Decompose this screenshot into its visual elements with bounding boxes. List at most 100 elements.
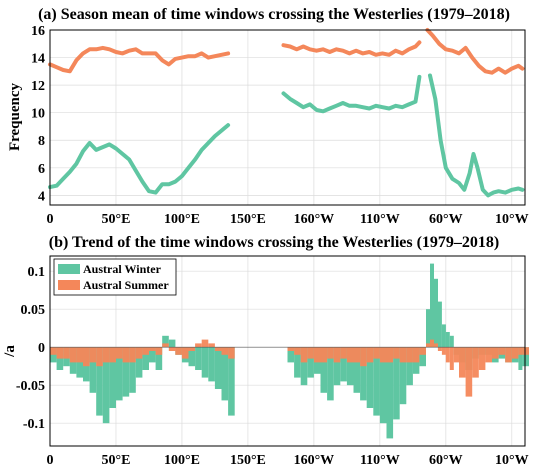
trend-bar — [472, 347, 479, 378]
trend-bar — [412, 347, 420, 363]
trend-bar — [430, 339, 434, 348]
panel-a-frame — [49, 29, 526, 206]
series-line — [428, 73, 525, 198]
trend-bar — [379, 347, 387, 363]
trend-bar — [327, 347, 334, 359]
trend-bar — [300, 347, 308, 386]
trend-bar — [406, 347, 413, 386]
trend-bar — [320, 347, 328, 363]
trend-bar — [307, 347, 314, 359]
trend-bar — [485, 347, 492, 363]
trend-bar — [287, 347, 295, 351]
panel-b-title: (b) Trend of the time windows crossing t… — [49, 234, 500, 251]
trend-bar — [346, 347, 354, 363]
trend-bar — [340, 347, 347, 359]
trend-bar — [76, 347, 83, 363]
trend-bar — [122, 347, 130, 363]
trend-bar — [129, 347, 136, 393]
trend-bar — [89, 347, 97, 393]
trend-bar — [399, 347, 407, 405]
x-tick-label: 60°W — [429, 453, 463, 468]
y-tick-label: 8 — [38, 134, 45, 149]
trend-bar — [221, 347, 229, 401]
y-tick-label: 12 — [31, 79, 45, 94]
panel-a-y-ticks: 4 6 8 10 12 14 16 — [31, 24, 45, 204]
x-tick-label: 0 — [47, 212, 54, 227]
trend-bar — [162, 343, 169, 348]
trend-bar — [228, 347, 235, 416]
trend-bar — [109, 347, 116, 363]
trend-bar — [56, 347, 64, 359]
trend-bar — [498, 347, 506, 355]
trend-bar — [313, 347, 321, 363]
trend-bar — [399, 347, 407, 363]
panel-a-title: (a) Season mean of time windows crossing… — [38, 6, 510, 23]
trend-bar — [393, 347, 400, 420]
panel-b-y-ticks: -0.1 -0.05 0 0.05 0.1 — [16, 265, 45, 432]
trend-bar — [465, 347, 473, 397]
panel-b-series — [50, 263, 529, 439]
trend-bar — [195, 347, 202, 370]
trend-bar — [505, 347, 512, 363]
trend-bar — [69, 347, 77, 363]
x-tick-label: 0 — [47, 453, 54, 468]
legend-label-winter: Austral Winter — [83, 262, 162, 276]
trend-bar — [287, 347, 295, 363]
trend-bar — [221, 347, 229, 355]
trend-bar — [50, 347, 57, 355]
trend-bar — [89, 347, 97, 363]
trend-bar — [135, 347, 143, 359]
trend-bar — [353, 347, 361, 393]
trend-bar — [333, 347, 341, 386]
trend-bar — [96, 347, 103, 367]
trend-bar — [393, 347, 400, 359]
series-line — [48, 45, 231, 74]
panel-b-y-label: /a — [2, 345, 18, 358]
trend-bar — [445, 332, 450, 348]
legend-swatch-summer — [58, 280, 80, 290]
legend: Austral Winter Austral Summer — [53, 258, 177, 296]
trend-bar — [518, 347, 523, 370]
trend-bar — [333, 347, 341, 363]
trend-bar — [379, 347, 387, 424]
trend-bar — [434, 278, 438, 348]
x-tick-label: 10°W — [495, 212, 529, 227]
y-tick-label: 6 — [38, 162, 45, 177]
x-tick-label: 110°W — [360, 453, 400, 468]
x-tick-label: 60°W — [429, 212, 463, 227]
trend-bar — [294, 347, 301, 355]
trend-bar — [360, 347, 367, 367]
trend-bar — [353, 347, 361, 363]
trend-bar — [437, 301, 442, 348]
x-tick-label: 150°E — [230, 212, 266, 227]
trend-bar — [366, 347, 374, 363]
trend-bar — [129, 347, 136, 363]
trend-bar — [116, 347, 123, 359]
trend-bar — [360, 347, 367, 401]
trend-bar — [122, 347, 130, 397]
panel-b-x-ticks: 0 50°E 100°E 150°E 160°W 110°W 60°W 10°W — [47, 453, 529, 468]
trend-bar — [142, 347, 149, 355]
trend-bar — [208, 343, 215, 348]
x-tick-label: 160°W — [294, 212, 335, 227]
trend-bar — [149, 347, 156, 363]
trend-bar — [228, 347, 235, 359]
series-line — [48, 123, 231, 195]
trend-bar — [449, 335, 454, 348]
trend-bar — [214, 347, 222, 351]
trend-bar — [522, 347, 529, 367]
x-tick-label: 10°W — [495, 453, 529, 468]
y-tick-label: 14 — [31, 52, 45, 67]
trend-bar — [181, 347, 189, 359]
y-tick-label: -0.1 — [23, 417, 45, 432]
y-tick-label: 4 — [38, 189, 45, 204]
trend-bar — [327, 347, 334, 401]
trend-bar — [459, 347, 466, 378]
trend-bar — [83, 347, 90, 367]
panel-a: (a) Season mean of time windows crossing… — [7, 6, 529, 227]
x-tick-label: 110°W — [360, 212, 400, 227]
trend-bar — [300, 347, 308, 363]
x-tick-label: 150°E — [230, 453, 266, 468]
panel-b: (b) Trend of the time windows crossing t… — [2, 234, 529, 468]
